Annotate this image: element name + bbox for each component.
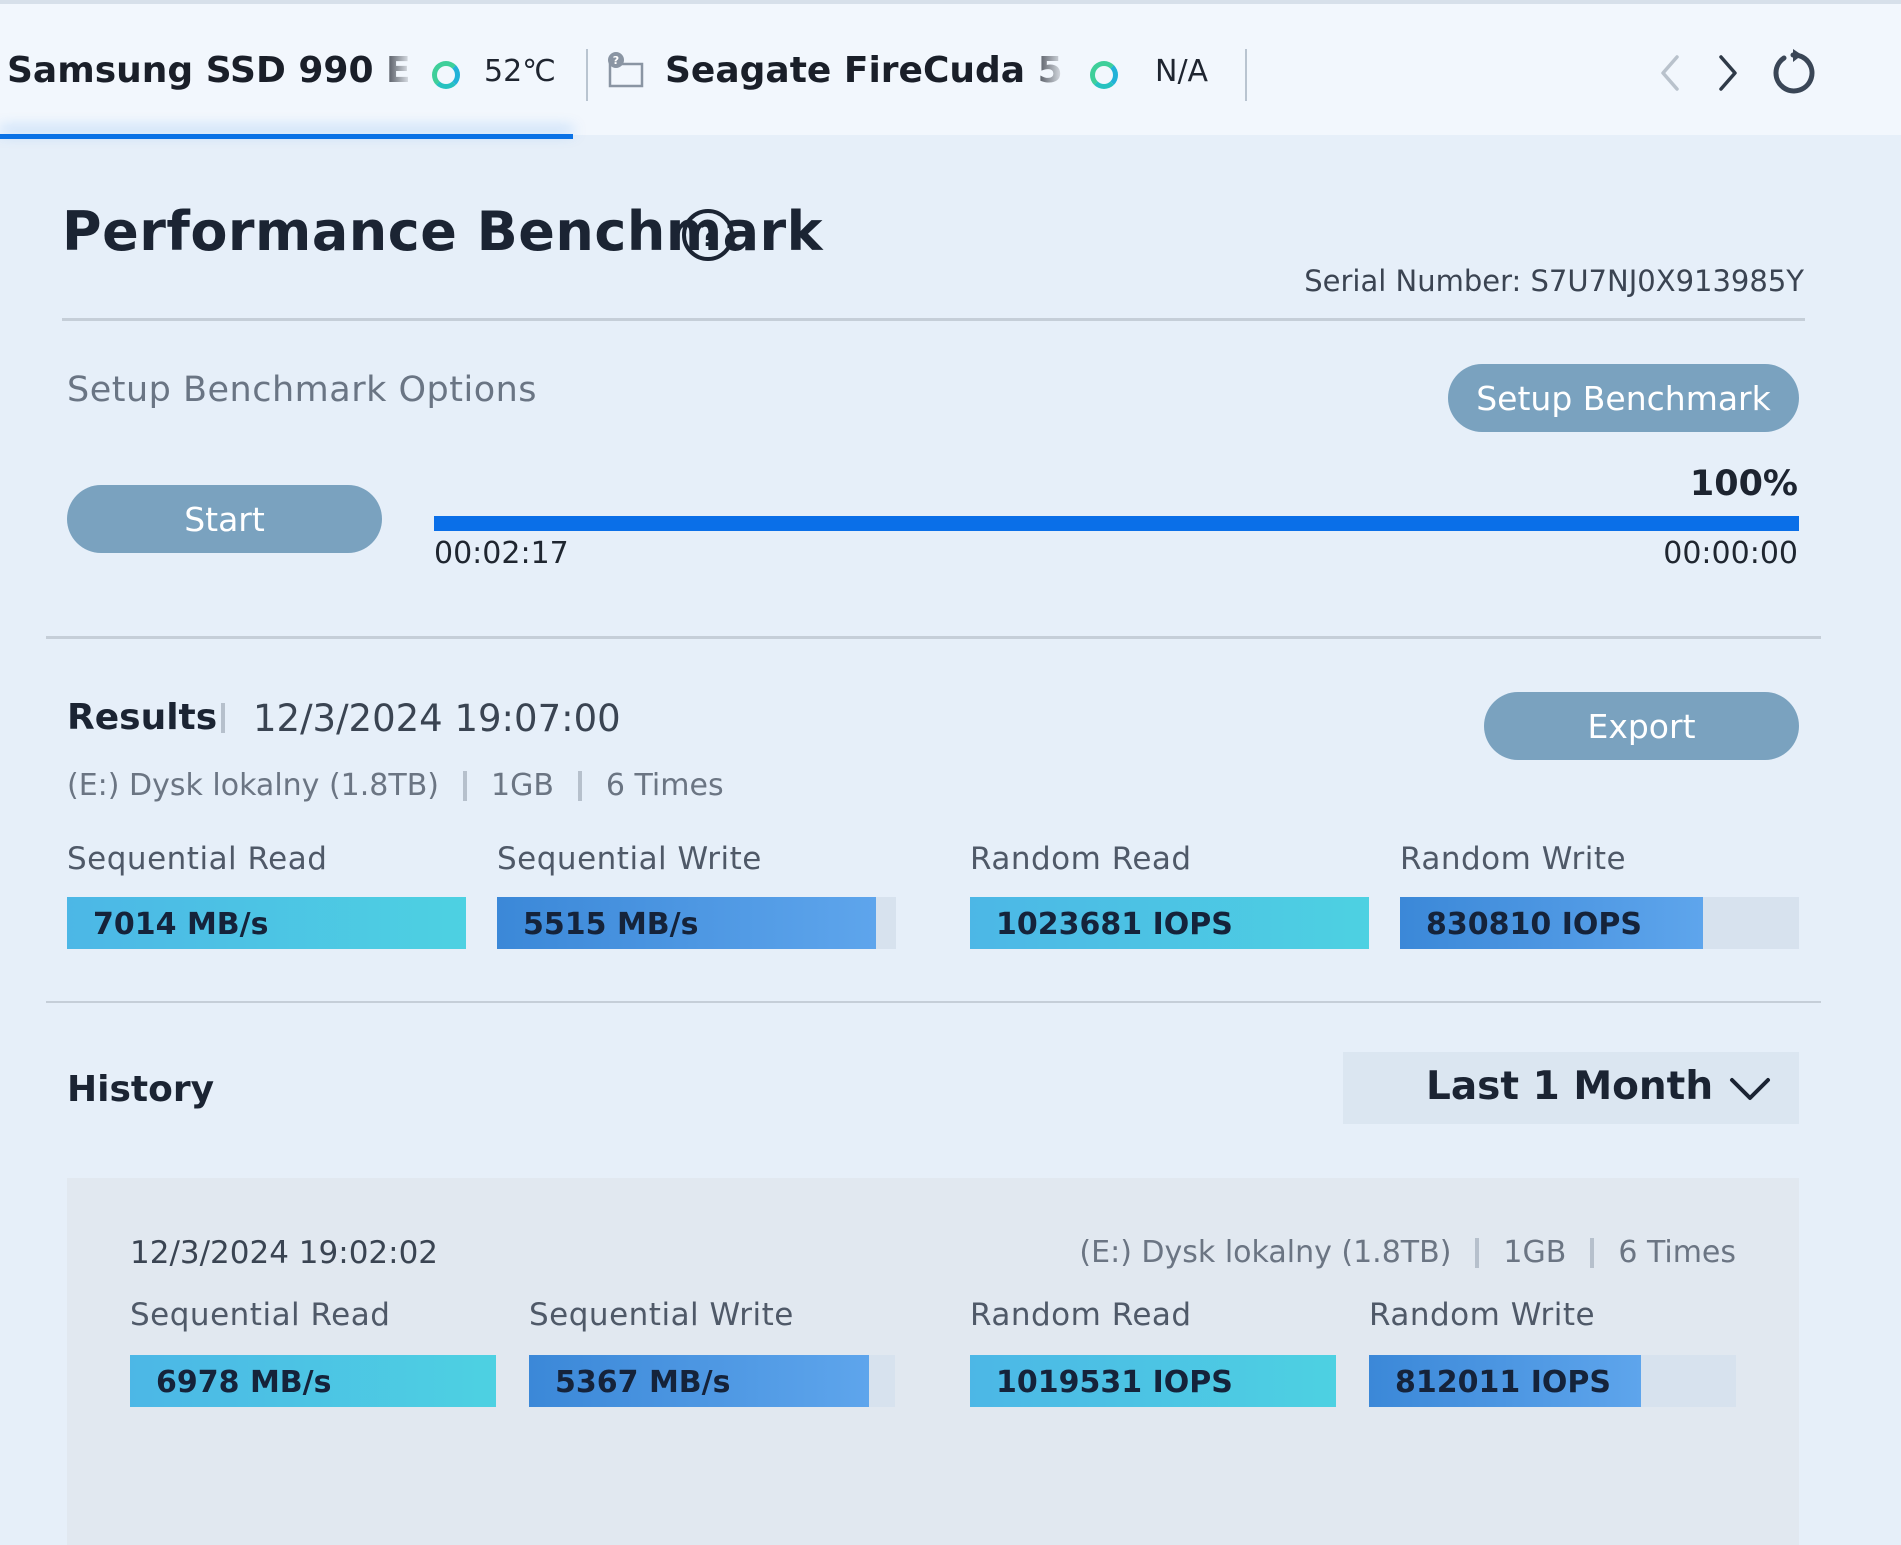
- serial-number: Serial Number: S7U7NJ0X913985Y: [1304, 264, 1804, 298]
- export-button[interactable]: Export: [1484, 692, 1799, 760]
- separator: [221, 703, 225, 733]
- setup-options-heading: Setup Benchmark Options: [67, 370, 538, 410]
- results-meta: (E:) Dysk lokalny (1.8TB) 1GB 6 Times: [67, 768, 724, 803]
- test-size: 1GB: [490, 768, 554, 803]
- metric-bar-fill: [1400, 897, 1704, 949]
- tab-divider: [1245, 49, 1247, 101]
- help-icon[interactable]: ?: [681, 208, 735, 262]
- divider: [46, 636, 1821, 639]
- metric-bar-fill: [970, 897, 1369, 949]
- divider: [46, 1001, 1821, 1003]
- metric-bar-random-read: 1019531 IOPS: [970, 1355, 1336, 1407]
- page-title: Performance Benchmark: [62, 200, 824, 263]
- chevron-right-icon[interactable]: [1703, 48, 1753, 98]
- history-range-dropdown[interactable]: Last 1 Month: [1343, 1052, 1799, 1124]
- chevron-left-icon[interactable]: [1645, 48, 1695, 98]
- metric-bar-fill: [497, 897, 877, 949]
- history-meta: (E:) Dysk lokalny (1.8TB) 1GB 6 Times: [1079, 1235, 1736, 1270]
- refresh-icon[interactable]: [1768, 48, 1818, 98]
- tab-divider: [586, 49, 588, 101]
- tab-temperature: 52℃: [484, 54, 556, 89]
- chevron-down-icon: [1730, 1078, 1770, 1100]
- metric-label: Sequential Read: [130, 1297, 391, 1333]
- metric-label: Random Read: [970, 1297, 1192, 1333]
- drive-tab-bar: Samsung SSD 990 EVO Plus 52℃ ? Seagate F…: [0, 0, 1901, 139]
- metric-bar-fill: [970, 1355, 1336, 1407]
- metric-value: 6978 MB/s: [156, 1365, 332, 1400]
- metric-label: Sequential Write: [529, 1297, 794, 1333]
- progress-percent: 100%: [1689, 464, 1798, 504]
- metric-value: 830810 IOPS: [1426, 907, 1642, 942]
- test-size: 1GB: [1503, 1235, 1567, 1270]
- test-count: 6 Times: [605, 768, 724, 803]
- metric-bar-fill: [130, 1355, 496, 1407]
- metric-bar-seq-write: 5367 MB/s: [529, 1355, 895, 1407]
- tab-temperature: N/A: [1155, 54, 1209, 89]
- metric-label: Sequential Write: [497, 841, 762, 877]
- active-tab-indicator: [0, 134, 573, 139]
- status-ring-icon: [1090, 61, 1118, 89]
- metric-label: Random Read: [970, 841, 1192, 877]
- elapsed-time: 00:02:17: [434, 536, 569, 571]
- drive-unknown-icon: ?: [608, 52, 644, 88]
- history-datetime: 12/3/2024 19:02:02: [130, 1235, 439, 1271]
- history-entry: 12/3/2024 19:02:02 (E:) Dysk lokalny (1.…: [67, 1178, 1799, 1545]
- metric-value: 1023681 IOPS: [996, 907, 1233, 942]
- test-count: 6 Times: [1618, 1235, 1736, 1270]
- metric-label: Sequential Read: [67, 841, 328, 877]
- status-ring-icon: [432, 61, 460, 89]
- metric-bar-seq-read: 6978 MB/s: [130, 1355, 496, 1407]
- metric-label: Random Write: [1400, 841, 1627, 877]
- tab-drive-name: Samsung SSD 990 EVO Plus: [7, 50, 410, 91]
- svg-text:?: ?: [613, 54, 619, 67]
- metric-bar-random-read: 1023681 IOPS: [970, 897, 1369, 949]
- metric-value: 812011 IOPS: [1395, 1365, 1611, 1400]
- tab-samsung-ssd[interactable]: Samsung SSD 990 EVO Plus 52℃: [0, 4, 573, 139]
- drive-label: (E:) Dysk lokalny (1.8TB): [1079, 1235, 1452, 1270]
- divider: [62, 318, 1805, 321]
- metric-value: 5367 MB/s: [555, 1365, 731, 1400]
- results-title: Results: [67, 697, 218, 738]
- metric-value: 1019531 IOPS: [996, 1365, 1233, 1400]
- tab-drive-name: Seagate FireCuda 510 SSD: [665, 50, 1065, 91]
- remaining-time: 00:00:00: [1663, 536, 1798, 571]
- metric-value: 5515 MB/s: [523, 907, 699, 942]
- metric-bar-fill: [1369, 1355, 1641, 1407]
- drive-label: (E:) Dysk lokalny (1.8TB): [67, 768, 439, 803]
- setup-benchmark-button[interactable]: Setup Benchmark: [1448, 364, 1799, 432]
- progress-fill: [434, 516, 1799, 531]
- metric-bar-seq-read: 7014 MB/s: [67, 897, 466, 949]
- tab-seagate-ssd[interactable]: ? Seagate FireCuda 510 SSD N/A: [590, 4, 1250, 139]
- dropdown-selected-value: Last 1 Month: [1426, 1064, 1714, 1109]
- metric-bar-fill: [529, 1355, 870, 1407]
- metric-value: 7014 MB/s: [93, 907, 269, 942]
- metric-label: Random Write: [1369, 1297, 1596, 1333]
- start-button[interactable]: Start: [67, 485, 382, 553]
- metric-bar-random-write: 830810 IOPS: [1400, 897, 1799, 949]
- history-title: History: [67, 1069, 215, 1110]
- metric-bar-random-write: 812011 IOPS: [1369, 1355, 1736, 1407]
- progress-bar: [434, 516, 1799, 531]
- results-datetime: 12/3/2024 19:07:00: [253, 697, 621, 740]
- metric-bar-fill: [67, 897, 466, 949]
- metric-bar-seq-write: 5515 MB/s: [497, 897, 896, 949]
- svg-text:?: ?: [700, 219, 716, 254]
